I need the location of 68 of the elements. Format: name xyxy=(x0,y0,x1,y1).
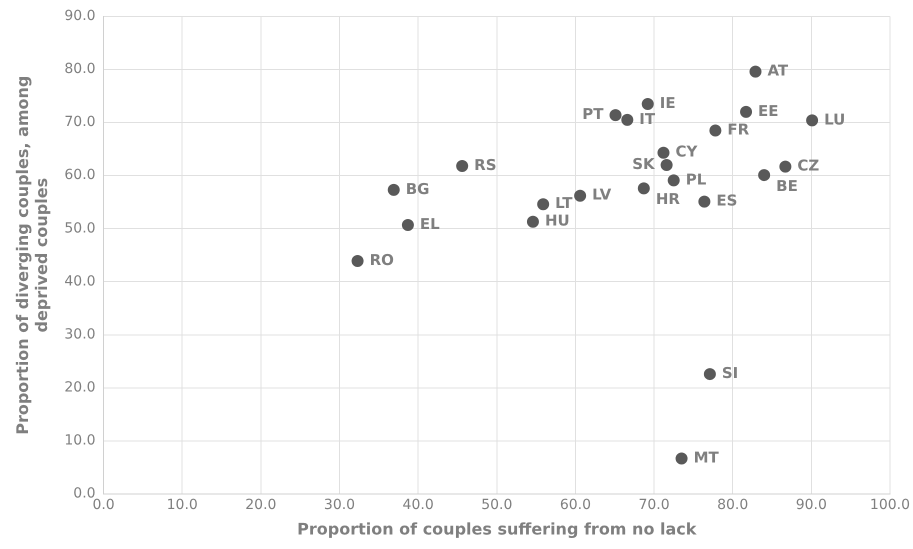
y-tick-label: 10.0 xyxy=(64,432,96,449)
point xyxy=(610,109,622,122)
point xyxy=(456,160,468,172)
annotation: IE xyxy=(660,94,676,112)
annotation: ES xyxy=(716,191,738,210)
point xyxy=(740,106,752,118)
annotation: RS xyxy=(474,156,497,174)
annotation: BG xyxy=(406,180,430,198)
point xyxy=(698,196,710,208)
x-tick-label: 30.0 xyxy=(324,497,356,514)
point xyxy=(621,114,634,126)
point xyxy=(749,66,762,78)
annotation: MT xyxy=(694,448,720,466)
annotation: PT xyxy=(582,104,604,123)
point xyxy=(676,452,688,464)
x-tick-label: 20.0 xyxy=(245,497,276,514)
x-tick-label: 60.0 xyxy=(560,497,591,514)
x-tick-label: 70.0 xyxy=(638,497,670,514)
annotation: SI xyxy=(722,364,738,382)
annotation: HU xyxy=(544,212,570,230)
annotation: LT xyxy=(555,194,574,212)
point xyxy=(704,368,716,380)
annotation: AT xyxy=(767,61,789,80)
annotation: FR xyxy=(727,120,750,138)
y-tick-label: 80.0 xyxy=(64,61,96,78)
y-tick-label: 40.0 xyxy=(64,273,96,290)
point xyxy=(709,124,722,136)
annotation: CZ xyxy=(797,156,820,174)
annotation: IT xyxy=(639,110,656,128)
point xyxy=(537,198,550,210)
point xyxy=(779,160,792,173)
annotation: EL xyxy=(420,214,440,233)
point xyxy=(638,182,650,194)
y-tick-label: 20.0 xyxy=(64,380,96,396)
annotation: HR xyxy=(656,190,680,208)
annotation: SK xyxy=(632,154,656,173)
point xyxy=(402,218,414,231)
y-tick-label: 30.0 xyxy=(64,326,96,342)
point xyxy=(660,158,673,171)
y-tick-label: 60.0 xyxy=(64,167,96,184)
annotation: CY xyxy=(675,142,698,161)
x-tick-label: 80.0 xyxy=(717,497,748,514)
y-tick-label: 70.0 xyxy=(64,114,96,130)
annotation: LU xyxy=(824,110,846,128)
point xyxy=(657,146,670,159)
x-axis-title: Proportion of couples suffering from no lack xyxy=(297,520,697,539)
annotation: EE xyxy=(758,102,779,120)
annotation: LV xyxy=(592,186,612,204)
point xyxy=(526,216,539,228)
x-tick-label: 40.0 xyxy=(402,497,434,514)
point xyxy=(642,98,654,110)
point xyxy=(352,255,364,268)
x-tick-label: 50.0 xyxy=(481,497,512,514)
point xyxy=(574,190,586,202)
x-tick-label: 10.0 xyxy=(166,497,198,514)
x-tick-label: 0.0 xyxy=(92,497,115,514)
y-axis-title: Proportion of diverging couples, among deprived couples xyxy=(12,76,51,435)
x-tick-label: 100.0 xyxy=(870,497,910,514)
y-tick-label: 50.0 xyxy=(64,220,96,236)
point xyxy=(388,184,400,196)
point xyxy=(668,174,680,186)
annotation: PL xyxy=(686,170,707,188)
point xyxy=(758,169,770,182)
x-tick-label: 90.0 xyxy=(796,497,827,514)
point xyxy=(806,114,818,126)
annotation: BE xyxy=(776,176,798,195)
annotation: RO xyxy=(370,250,394,269)
y-tick-label: 90.0 xyxy=(64,8,96,24)
